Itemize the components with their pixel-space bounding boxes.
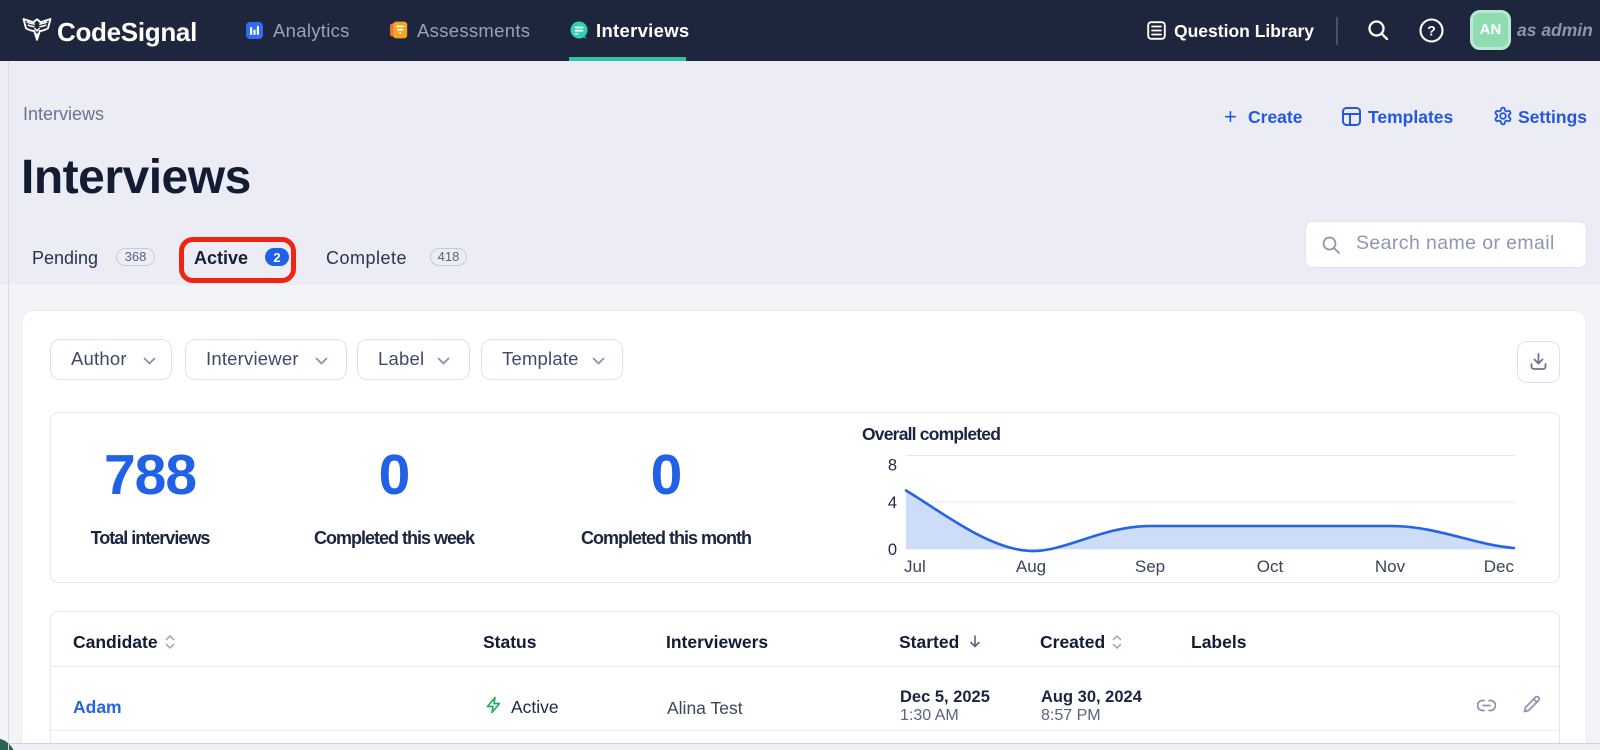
svg-text:Jul: Jul xyxy=(904,557,926,576)
svg-text:8: 8 xyxy=(888,457,897,475)
svg-text:4: 4 xyxy=(888,494,897,512)
svg-text:Oct: Oct xyxy=(1257,557,1284,576)
svg-text:0: 0 xyxy=(888,541,897,559)
svg-text:Sep: Sep xyxy=(1135,557,1165,576)
svg-text:Aug: Aug xyxy=(1016,557,1046,576)
svg-text:Dec: Dec xyxy=(1484,557,1515,576)
svg-text:Nov: Nov xyxy=(1375,557,1406,576)
svg-text:?: ? xyxy=(1427,22,1436,38)
